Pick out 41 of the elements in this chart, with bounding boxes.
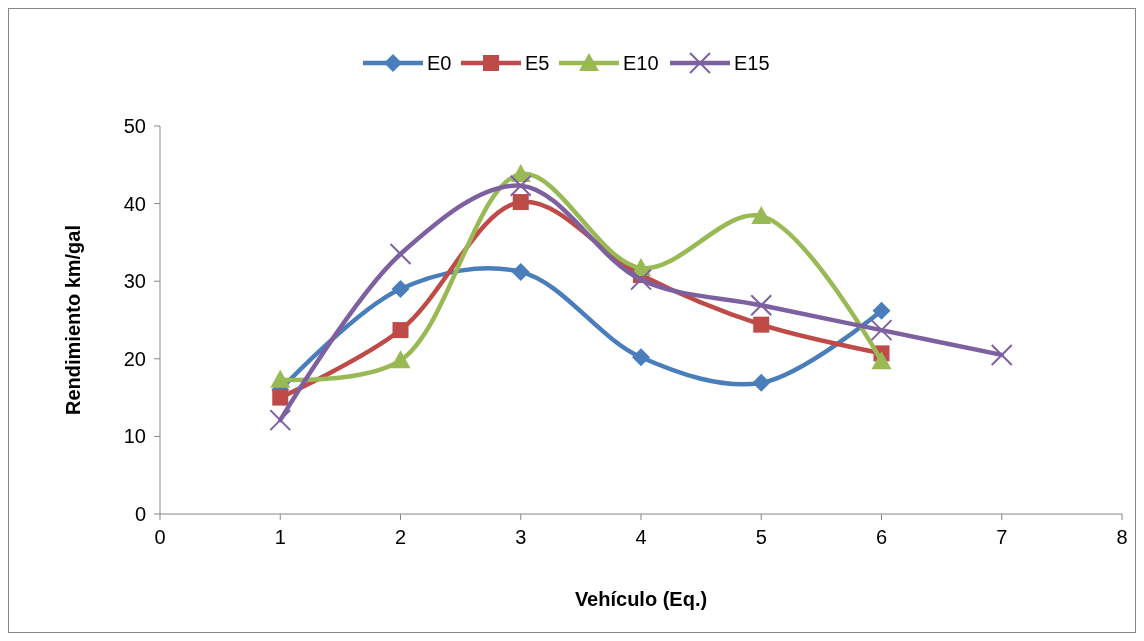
point [391,279,410,298]
point [750,294,773,317]
point [751,206,772,225]
y-axis-title: Rendimiento km/gal [62,224,84,416]
point [272,389,289,406]
x-tick-label: 6 [875,526,888,548]
y-tick-label: 20 [123,347,146,370]
x-tick-label: 5 [755,526,767,548]
y-tick-label: 40 [123,192,146,215]
legend-label: E5 [525,52,550,74]
point [269,409,292,432]
x-tick-label: 8 [1116,526,1128,548]
x-tick-label: 3 [515,526,527,548]
point [872,301,891,320]
legend-label: E0 [427,52,452,74]
x-tick-label: 4 [635,526,647,548]
point [511,262,530,281]
point [753,316,770,333]
x-tick-label: 2 [394,526,407,548]
legend-label: E15 [734,52,770,74]
y-tick-label: 30 [123,270,146,293]
y-tick-label: 50 [123,115,146,137]
point [870,319,893,342]
y-tick-label: 10 [123,425,146,448]
point [630,268,652,291]
point [871,351,892,370]
point [509,174,532,197]
legend-label: E10 [623,52,659,74]
x-tick-label: 7 [996,526,1008,548]
x-tick-label: 0 [154,526,166,548]
point [392,322,409,339]
point [389,243,412,266]
y-tick-label: 0 [134,503,146,525]
x-tick-label: 1 [274,526,286,548]
x-axis-title: Vehículo (Eq.) [574,588,708,610]
point [390,350,411,369]
point [632,348,650,367]
point [270,369,291,388]
point [990,343,1013,366]
point [752,373,771,392]
point [512,194,529,211]
